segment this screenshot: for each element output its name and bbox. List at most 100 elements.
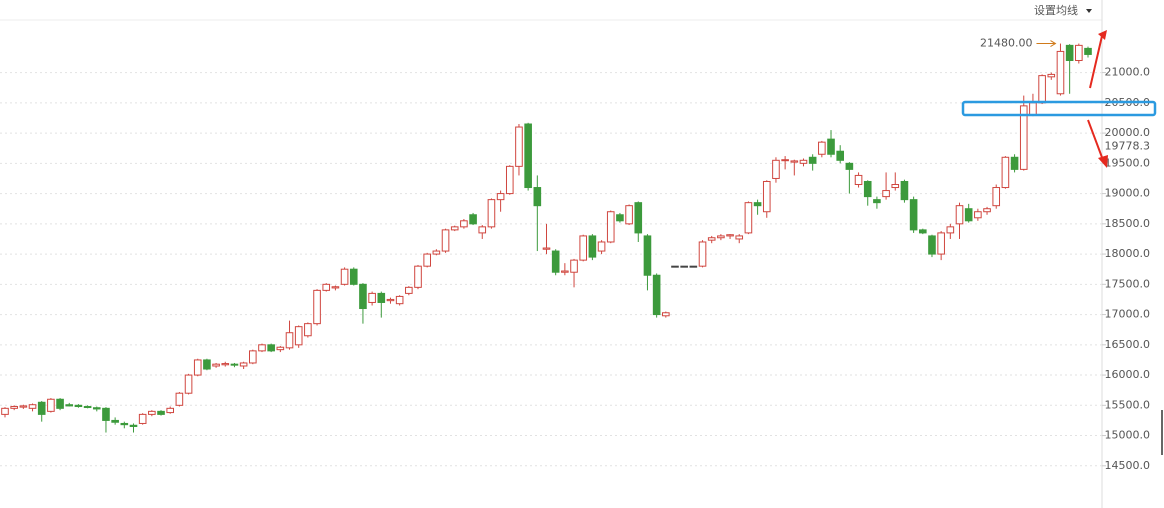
candle-body	[735, 235, 744, 240]
high-pointer-head	[1050, 40, 1057, 47]
y-tick-label: 16000.0	[1105, 368, 1151, 381]
candle-body	[239, 362, 248, 367]
candle-body	[533, 187, 542, 207]
candle-body	[524, 123, 532, 189]
candle-body	[570, 259, 578, 273]
candle-body	[964, 208, 973, 222]
candle-body	[377, 292, 386, 303]
y-tick-label: 19500.0	[1105, 156, 1151, 169]
candle-body	[441, 229, 450, 252]
high-label: 21480.00	[980, 37, 1033, 50]
candle-body	[405, 286, 413, 294]
candle-body	[1001, 156, 1010, 189]
candle-body	[707, 237, 716, 241]
candle-body	[267, 344, 275, 352]
candle-body	[83, 406, 92, 409]
candle-body	[175, 392, 184, 406]
candle-body	[671, 265, 679, 268]
candle-body	[515, 126, 523, 167]
candle-body	[652, 274, 661, 316]
candle-body	[148, 410, 156, 415]
candle-body	[340, 268, 349, 285]
candle-body	[129, 424, 138, 427]
candle-body	[386, 298, 395, 302]
candle-body	[1047, 73, 1056, 78]
candle-body	[249, 350, 257, 364]
candle-body	[1029, 102, 1037, 116]
candle-body	[47, 398, 55, 412]
candle-body	[322, 283, 331, 291]
candle-body	[1084, 47, 1092, 55]
candle-body	[1075, 44, 1083, 61]
candle-body	[1, 407, 9, 415]
candle-body	[120, 422, 129, 426]
candle-body	[203, 359, 211, 370]
candle-body	[19, 405, 28, 408]
candle-body	[974, 211, 982, 219]
candle-body	[909, 199, 918, 231]
plot: 14500.0 15000.0 15500.0 16000.0 16500.0 17000…	[0, 37, 1150, 472]
candle-body	[955, 205, 964, 225]
candle-body	[496, 193, 505, 201]
candle-body	[193, 359, 202, 376]
candle-body	[551, 250, 560, 273]
candle-body	[992, 187, 1001, 207]
y-tick-label: 15000.0	[1105, 429, 1151, 442]
candle-body	[331, 286, 340, 289]
candle-body	[616, 214, 624, 222]
candle-body	[891, 184, 900, 189]
dropdown-arrow[interactable]	[1086, 9, 1092, 13]
candle-body	[1038, 75, 1046, 104]
candle-body	[505, 165, 514, 195]
candle-body	[625, 205, 633, 225]
candle-body	[1065, 44, 1074, 61]
ma-settings[interactable]: 设置均线	[1034, 3, 1078, 17]
candle-body	[221, 363, 230, 366]
candle-body	[561, 270, 569, 273]
candle-body	[368, 292, 376, 303]
candle-body	[845, 162, 854, 170]
arrow-down	[1087, 119, 1104, 161]
y-tick-label: 20000.0	[1105, 126, 1151, 139]
candle-body	[414, 265, 422, 288]
y-tick-label: 15500.0	[1105, 398, 1151, 411]
candle-body	[726, 234, 734, 237]
candle-body	[790, 160, 799, 163]
candle-body	[542, 247, 551, 250]
candle-body	[937, 232, 945, 255]
candle-body	[772, 159, 780, 179]
y-tick-label: 18500.0	[1105, 217, 1151, 230]
candle-body	[432, 250, 441, 255]
candle-body	[56, 398, 64, 409]
candle-body	[349, 268, 358, 285]
candle-body	[762, 180, 771, 213]
candle-body	[111, 419, 119, 423]
candle-body	[680, 265, 688, 268]
candle-body	[212, 363, 220, 367]
arrow-up	[1089, 35, 1103, 89]
candle-body	[487, 199, 496, 228]
candle-body	[873, 199, 881, 204]
candle-body	[285, 332, 294, 349]
candle-body	[423, 253, 431, 267]
candle-body	[579, 235, 588, 261]
arrow-up-head	[1098, 30, 1107, 40]
y-tick-label: 19000.0	[1105, 187, 1151, 200]
candle-body	[166, 407, 175, 414]
y-tick-label: 16500.0	[1105, 338, 1151, 351]
candle-body	[313, 289, 321, 325]
candle-body	[818, 141, 826, 155]
candle-body	[689, 265, 698, 268]
candle-body	[882, 190, 890, 198]
candle-body	[698, 241, 707, 267]
candle-body	[395, 295, 404, 305]
y-tick-label: 17000.0	[1105, 308, 1151, 321]
candle-body	[918, 229, 927, 234]
candle-body	[928, 235, 936, 255]
candle-body	[138, 413, 147, 424]
candle-body	[157, 410, 165, 415]
y-tick-label: 17500.0	[1105, 277, 1151, 290]
candle-body	[92, 407, 101, 410]
